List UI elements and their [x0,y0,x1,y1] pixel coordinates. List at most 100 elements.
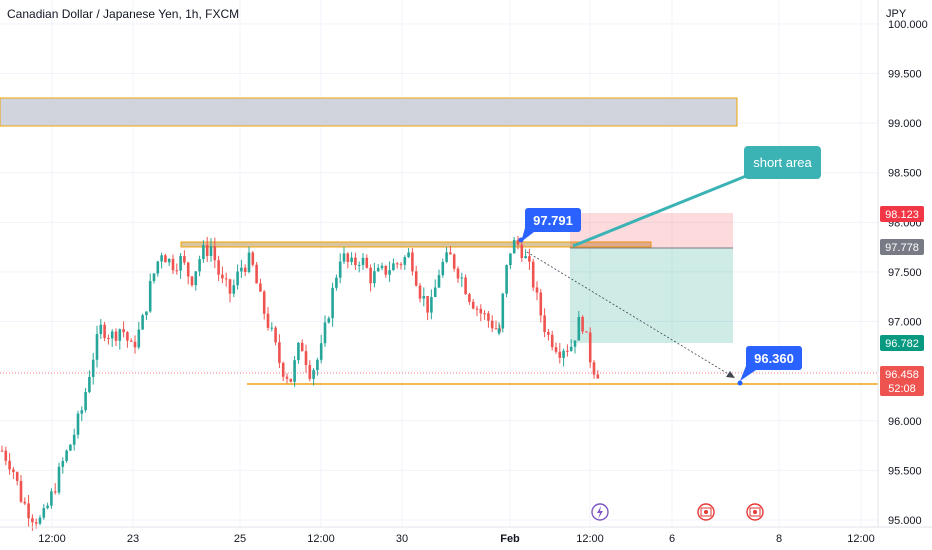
candle-bearish [107,338,110,340]
stop-loss-zone[interactable] [570,213,733,248]
projection-arrowhead [726,371,735,378]
candle-bearish [133,341,137,348]
canada-flag-icon[interactable] [697,503,715,521]
candle-bearish [449,252,452,255]
target-callout[interactable]: 96.360 [740,346,802,381]
candle-bullish [388,270,391,275]
candle-bearish [487,313,490,321]
candle-bullish [167,258,171,263]
candle-bearish [547,332,550,335]
candle-bullish [194,271,198,286]
candle-bullish [84,392,87,411]
candle-bullish [361,257,365,265]
candle-bearish [490,320,494,329]
candle-bearish [251,252,255,265]
candle-bullish [327,318,331,323]
note-connector-line[interactable] [572,170,757,248]
candle-bearish [520,244,524,259]
last-price-tag: 96.458 52:08 [880,366,924,396]
candle-bullish [357,264,361,266]
candle-bullish [319,343,323,360]
peak-callout[interactable]: 97.791 [521,208,581,242]
candle-bearish [528,256,531,262]
candle-bullish [497,328,501,334]
candle-bullish [437,275,441,288]
candle-bearish [418,285,422,299]
candle-bearish [278,342,281,363]
candle-bullish [441,261,445,276]
candle-bearish [12,469,15,473]
candle-bullish [61,460,65,467]
price-tick-label: 99.000 [888,118,922,130]
time-tick-label: 23 [127,533,139,545]
candle-bullish [316,359,319,371]
candle-bearish [262,291,266,314]
candle-series [0,236,600,531]
candle-bullish [156,261,160,274]
candle-bearish [426,296,429,313]
candle-bearish [585,331,588,333]
resistance-zone-rect[interactable] [180,241,652,248]
candle-bearish [384,265,388,275]
short-area-note-label: short area [753,155,812,170]
price-tick-label: 98.500 [888,168,922,180]
projection-arrow[interactable] [526,251,736,379]
short-area-note[interactable]: short area [744,146,821,179]
price-tick-label: 100.000 [888,19,928,31]
candle-bearish [31,518,34,523]
time-tick-label: 8 [776,533,782,545]
candle-bullish [38,517,42,524]
supply-zone-rect[interactable] [0,97,738,127]
candle-bullish [88,376,91,393]
candle-bearish [205,244,209,257]
candle-bullish [335,277,338,288]
time-tick-label: 6 [669,533,675,545]
candle-bullish [403,257,407,265]
candle-bullish [509,253,512,266]
candle-bearish [550,334,554,348]
take-profit-zone[interactable] [570,248,733,343]
candle-bearish [8,460,11,470]
currency-label: JPY [886,8,907,20]
candle-bearish [539,292,543,316]
candle-bullish [392,263,395,271]
candle-bearish [308,365,312,379]
candle-bullish [91,359,95,377]
candle-bullish [160,255,163,262]
candle-bullish [46,505,49,509]
candle-bullish [65,450,68,461]
candle-bearish [452,254,456,269]
candle-bearish [483,313,486,315]
candle-bullish [433,287,437,297]
candle-bullish [380,265,384,269]
candle-bearish [259,283,262,292]
candle-bullish [338,261,342,278]
candle-bearish [304,351,308,366]
candle-bearish [494,328,498,330]
candle-bullish [460,277,464,279]
candle-bearish [129,340,133,342]
candle-bearish [190,276,194,286]
candle-bullish [236,271,239,286]
candle-bearish [369,267,372,284]
candle-bearish [414,271,418,286]
candle-bearish [592,362,596,375]
candle-bearish [531,261,535,288]
price-tick-label: 96.000 [888,416,922,428]
candle-bearish [217,260,220,275]
target-price-tag: 96.782 [880,335,924,351]
candle-bearish [114,331,118,341]
candle-bearish [0,450,4,452]
lightning-icon[interactable] [591,503,609,521]
candle-bullish [118,329,122,341]
candle-bearish [554,347,558,352]
candle-bearish [411,252,414,272]
candle-bullish [137,329,141,348]
peak-marker [518,237,524,243]
candle-bullish [524,256,527,259]
canada-flag-icon[interactable] [746,503,764,521]
candle-bearish [103,324,106,339]
target-price-tag-label: 96.782 [885,338,919,350]
